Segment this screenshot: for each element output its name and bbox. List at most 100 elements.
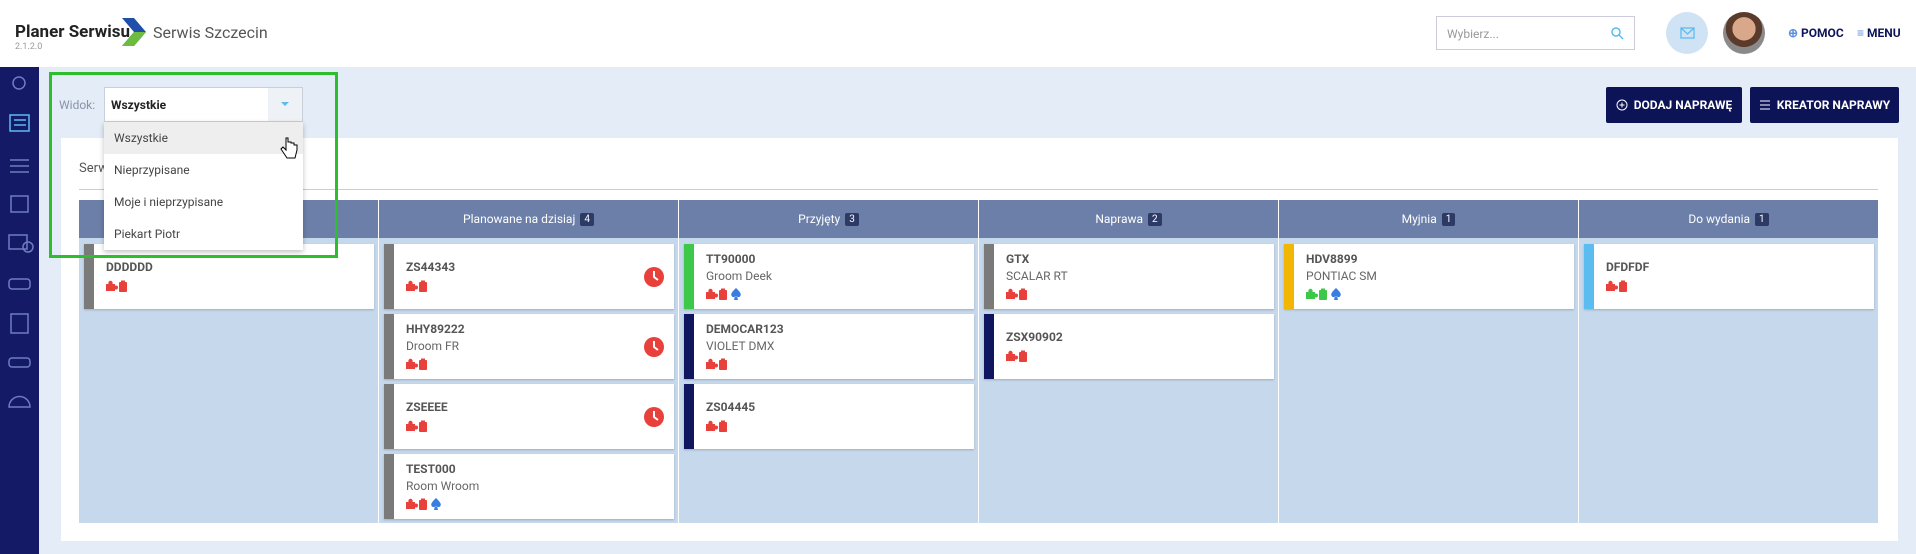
icon-row [706,356,732,375]
repair-card[interactable]: DDDDDD [84,244,374,309]
plate-number: ZSX90902 [1006,330,1063,344]
view-option[interactable]: Moje i nieprzypisane [114,195,224,209]
card-icons [706,420,727,432]
repair-card[interactable]: ZS04445 [684,384,974,449]
view-option[interactable]: Piekart Piotr [114,227,181,241]
sidebar [0,67,39,554]
repair-card[interactable]: HDV8899 PONTIAC SM [1284,244,1574,309]
card-icons [406,498,441,510]
clock-icon [644,267,664,291]
icon-row [106,278,132,297]
status-strip [384,244,394,309]
column-count: 4 [580,212,594,226]
card-icons [406,420,427,432]
plate-number: ZS04445 [706,400,756,414]
column-header: Naprawa 2 [979,200,1279,238]
icon-row [406,356,432,375]
car-model: Droom FR [406,339,460,353]
car-model: Room Wroom [406,479,480,493]
action-button[interactable]: DODAJ NAPRAWĘ [1606,87,1742,123]
icon-row [706,418,732,437]
action-button[interactable]: KREATOR NAPRAWY [1750,87,1899,123]
plate-number: DFDFDF [1606,260,1650,274]
repair-card[interactable]: ZSX90902 [984,314,1274,379]
logo-icon [122,18,146,46]
column-count: 3 [845,212,859,226]
status-strip [384,314,394,379]
status-strip [1284,244,1294,309]
column-title: Przyjęty [798,212,841,226]
card-icons [706,358,727,370]
search-box[interactable]: Wybierz... [1436,16,1635,50]
status-strip [684,244,694,309]
help-link[interactable]: ⊕ POMOC [1788,26,1844,40]
card-icons [106,280,127,292]
repair-card[interactable]: DFDFDF [1584,244,1874,309]
location: Serwis Szczecin [153,23,268,42]
header: Planer Serwisu 2.1.2.0 Serwis Szczecin W… [0,0,1916,67]
clock-icon [644,337,664,361]
icon-row [1606,278,1632,297]
plate-number: HHY89222 [406,322,465,336]
card-icons [1006,350,1027,362]
menu-link[interactable]: ≡ MENU [1857,26,1901,40]
select-arrow [268,88,302,121]
car-model: VIOLET DMX [706,339,775,353]
repair-card[interactable]: TEST000 Room Wroom [384,454,674,519]
plate-number: GTX [1006,252,1030,266]
column-title: Do wydania [1688,212,1751,226]
app-name: Planer Serwisu [15,22,130,42]
card-icons [1306,288,1341,300]
repair-card[interactable]: HHY89222 Droom FR [384,314,674,379]
view-option[interactable]: Wszystkie [104,122,303,154]
column-header: Do wydania 1 [1579,200,1879,238]
clock-svg [644,267,664,287]
button-text: KREATOR NAPRAWY [1776,98,1891,112]
repair-card[interactable]: DEMOCAR123 VIOLET DMX [684,314,974,379]
status-strip [1584,244,1594,309]
menu-text: MENU [1866,26,1901,40]
column-count: 1 [1441,212,1456,226]
view-select[interactable]: Wszystkie [104,87,303,122]
view-selected: Wszystkie [111,98,167,112]
avatar[interactable] [1723,12,1765,54]
status-strip [84,244,94,309]
repair-card[interactable]: ZS44343 [384,244,674,309]
plate-number: HDV8899 [1306,252,1358,266]
search-placeholder: Wybierz... [1447,27,1499,41]
view-option[interactable]: Nieprzypisane [114,163,190,177]
clock-icon [644,407,664,431]
column-header: Przyjęty 3 [679,200,979,238]
column-header: Planowane na dzisiaj 4 [379,200,679,238]
column-title: Planowane na dzisiaj [463,212,576,226]
icon-row [406,418,432,437]
clock-svg [644,337,664,357]
version: 2.1.2.0 [15,42,43,52]
column-count: 2 [1148,212,1162,226]
column-title: Myjnia [1401,212,1437,226]
status-strip [684,384,694,449]
plate-number: ZSEEEE [406,400,448,414]
plate-number: DDDDDD [106,260,153,274]
clock-svg [644,407,664,427]
card-icons [706,288,741,300]
column-count: 1 [1755,212,1769,226]
button-icon [1759,100,1770,110]
icon-row [406,496,444,515]
view-label: Widok: [59,98,96,112]
status-strip [384,384,394,449]
sidebar-icons [8,76,34,408]
icon-row [1006,348,1032,367]
card-icons [406,280,427,292]
search-icon [1611,27,1624,40]
car-model: SCALAR RT [1006,269,1068,283]
repair-card[interactable]: ZSEEEE [384,384,674,449]
button-icon [1616,99,1628,111]
card-icons [1606,280,1627,292]
mail-button[interactable] [1666,12,1708,54]
repair-card[interactable]: TT90000 Groom Deek [684,244,974,309]
plate-number: TT90000 [706,252,756,266]
icon-row [1006,286,1032,305]
repair-card[interactable]: GTX SCALAR RT [984,244,1274,309]
board-tab[interactable]: Serw [79,161,108,176]
